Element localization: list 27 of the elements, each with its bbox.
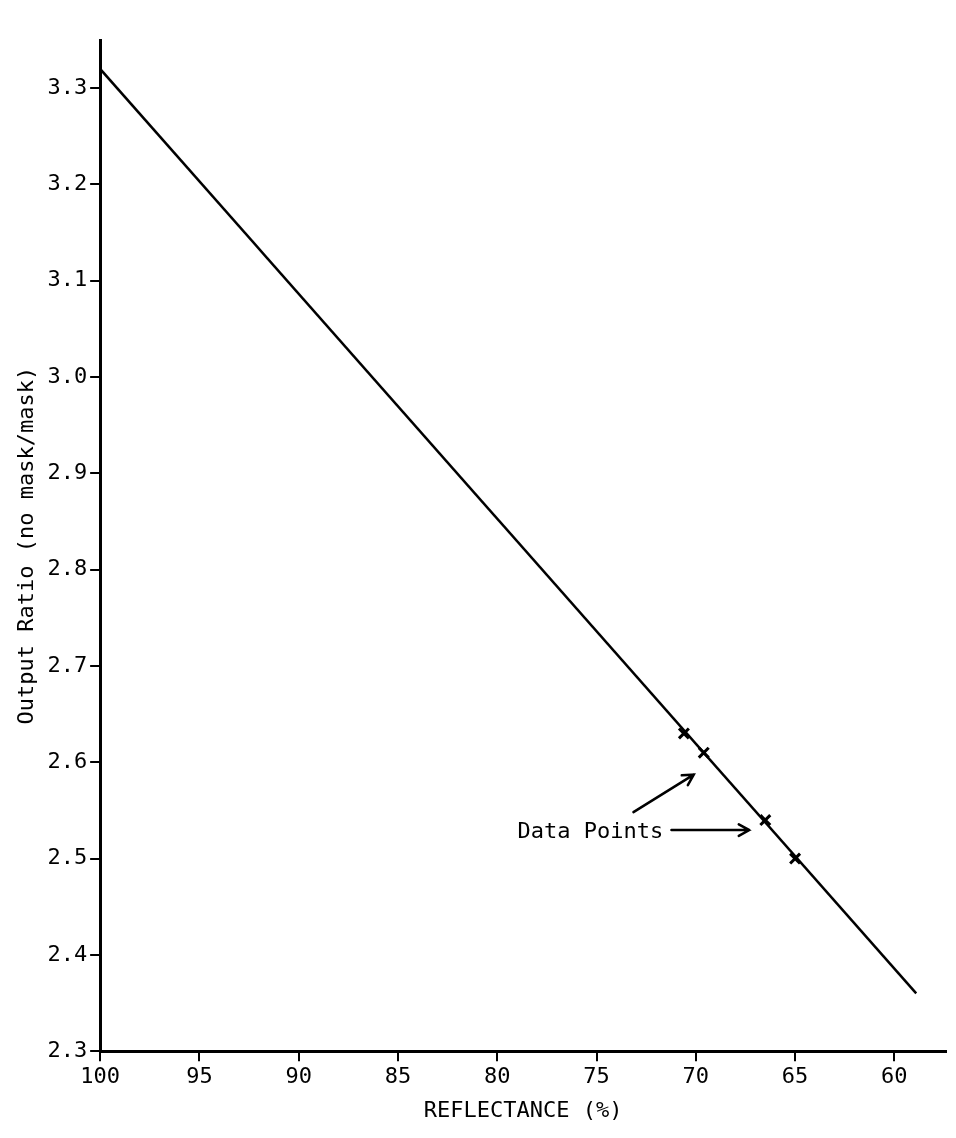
x-tick-label: 70 — [682, 1063, 710, 1089]
x-tick-label: 85 — [384, 1063, 412, 1089]
point — [788, 852, 802, 866]
y-tick-label: 2.3 — [47, 1036, 88, 1062]
y-tick-label: 3.2 — [47, 170, 88, 196]
x-tick-label: 60 — [881, 1063, 908, 1089]
y-tick-label: 3.1 — [47, 266, 88, 292]
point — [697, 746, 711, 760]
annotation: Data Points — [517, 817, 664, 843]
point — [677, 726, 691, 740]
x-tick-label: 80 — [484, 1063, 511, 1089]
y-axis-title: Output Ratio (no mask/mask) — [12, 366, 38, 725]
y-tick-label: 3.0 — [47, 362, 88, 388]
y-tick-label: 2.6 — [47, 748, 88, 773]
point — [758, 813, 772, 827]
x-axis-title: REFLECTANCE (%) — [423, 1096, 623, 1122]
x-tick-label: 95 — [186, 1063, 213, 1089]
y-tick-label: 2.5 — [47, 844, 88, 870]
y-tick-label: 2.4 — [47, 940, 88, 966]
y-tick-label: 2.7 — [47, 651, 88, 677]
y-tick-label: 3.3 — [47, 73, 88, 99]
x-tick-label: 90 — [285, 1063, 312, 1089]
x-tick-label: 100 — [80, 1063, 121, 1089]
y-tick-label: 2.8 — [47, 555, 88, 581]
x-tick-label: 75 — [583, 1063, 610, 1089]
y-tick-label: 2.9 — [47, 459, 88, 485]
x-tick-label: 65 — [781, 1063, 809, 1089]
